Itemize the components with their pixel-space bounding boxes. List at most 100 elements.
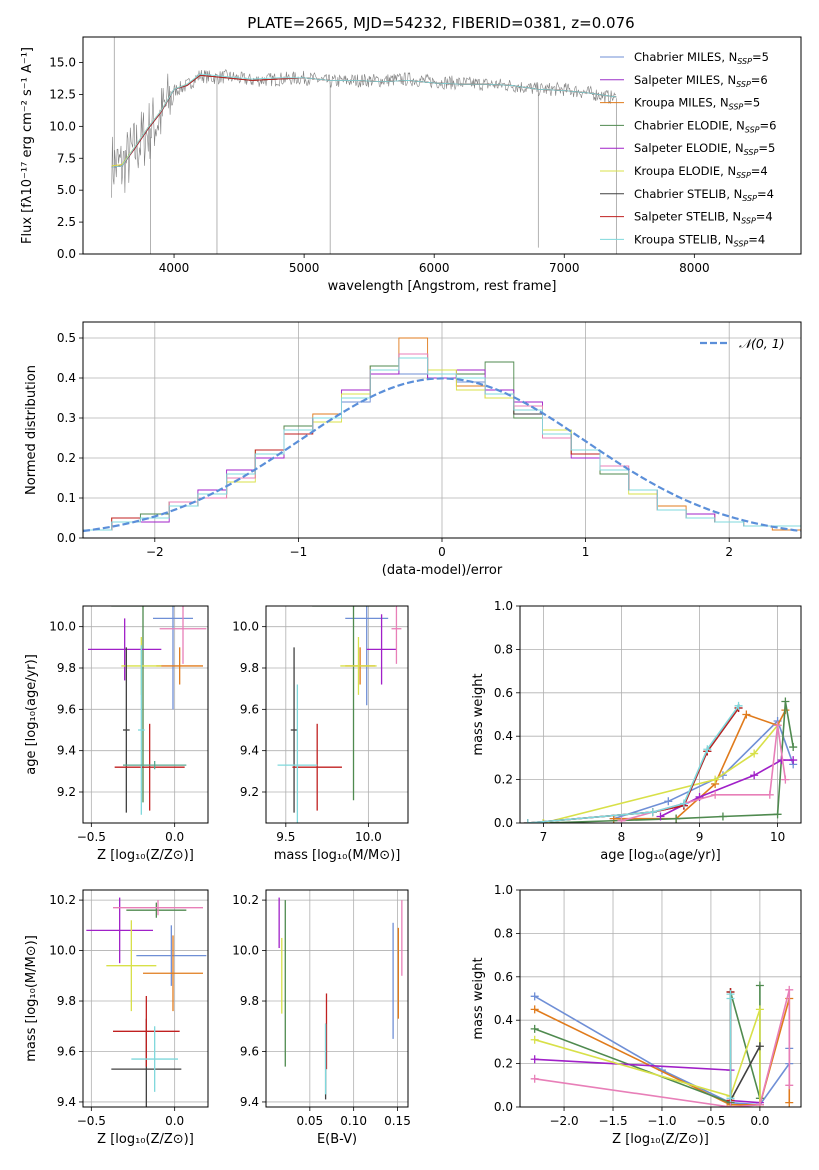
x-tick-label: 1: [582, 545, 590, 559]
x-tick-label: 2: [725, 545, 733, 559]
y-tick-label: 15.0: [49, 56, 76, 70]
mass-weight-marker: [755, 981, 764, 990]
y-tick-label: 0.1: [57, 491, 76, 505]
mass-weight-marker: [530, 1024, 539, 1033]
mass-weight-marker: [742, 710, 751, 719]
y-tick-label: 9.4: [240, 744, 259, 758]
mass-weight-line: [543, 724, 779, 823]
y-tick-label: 10.0: [49, 944, 76, 958]
mass-weight-marker: [664, 797, 673, 806]
y-tick-label: 1.0: [494, 883, 513, 897]
legend-label-sub: SSP: [734, 239, 749, 248]
mass-weight-marker: [530, 1074, 539, 1083]
mass-weight-marker: [750, 749, 759, 758]
mass-weight-marker: [755, 1100, 764, 1107]
mass-weight-marker: [726, 994, 735, 1003]
y-tick-label: 9.6: [57, 1044, 76, 1058]
axes-frame: [82, 605, 209, 824]
x-tick-label: −0.5: [77, 1114, 106, 1128]
x-tick-label: 5000: [289, 261, 320, 275]
mass-weight-line: [527, 705, 740, 823]
y-tick-label: 0.2: [494, 1057, 513, 1071]
axes-frame: [265, 605, 409, 824]
y-tick-label: 0.4: [494, 1013, 513, 1027]
x-tick-label: 0: [438, 545, 446, 559]
legend-label: Chabrier ELODIE, NSSP=6: [634, 118, 776, 134]
mass-weight-marker: [789, 756, 798, 765]
x-tick-label: 0.0: [165, 1114, 184, 1128]
plot-area: [83, 606, 208, 823]
x-axis-label: Z [log₁₀(Z/Z⊙)]: [97, 1132, 194, 1147]
model-spectrum-line: [111, 73, 617, 168]
x-tick-label: 0.0: [750, 1114, 769, 1128]
legend-label-sub: SSP: [736, 171, 751, 180]
y-tick-label: 0.0: [57, 247, 76, 261]
mass-weight-marker: [755, 1005, 764, 1014]
y-tick-label: 9.8: [240, 661, 259, 675]
y-axis-label: mass weight: [471, 673, 486, 755]
mass-weight-marker: [781, 697, 790, 706]
y-tick-label: 10.2: [232, 893, 259, 907]
x-tick-label: −2.0: [549, 1114, 578, 1128]
mass-weight-marker: [711, 775, 720, 784]
axes-frame: [82, 36, 802, 255]
x-axis-label: Z [log₁₀(Z/Z⊙)]: [612, 1132, 709, 1147]
y-tick-label: 10.0: [232, 620, 259, 634]
legend-label-sub: SSP: [737, 57, 752, 66]
mass-weight-marker: [530, 1035, 539, 1044]
x-axis-label: mass [log₁₀(M/M⊙)]: [274, 848, 401, 863]
x-tick-label: −1.5: [598, 1114, 627, 1128]
legend-label-sub: SSP: [744, 148, 759, 157]
mass-weight-marker: [648, 808, 657, 817]
legend-label-sub: SSP: [741, 217, 756, 226]
plot-area: [520, 606, 801, 823]
mass-weight-marker: [785, 1081, 794, 1090]
legend-label-sub: SSP: [742, 194, 757, 203]
plot-area: [266, 890, 408, 1107]
mass-weight-marker: [530, 1055, 539, 1064]
x-tick-label: 9.5: [276, 830, 295, 844]
legend-label-suffix: =5: [752, 50, 769, 64]
x-axis-label: wavelength [Angstrom, rest frame]: [328, 279, 557, 294]
x-axis-label: Z [log₁₀(Z/Z⊙)]: [97, 848, 194, 863]
y-axis-label: mass [log₁₀(M/M⊙)]: [24, 935, 39, 1062]
panel-age-vs-Z: −0.5 0.0 9.2 9.4 9.6 9.8 10.0 Z [log₁₀(Z/Z⊙)] ag…: [24, 605, 209, 863]
panel-age-vs-mass: 9.5 10.0 9.2 9.4 9.6 9.8 10.0 mass [log₁₀(M/M⊙)…: [232, 605, 409, 863]
y-tick-label: 0.0: [494, 1100, 513, 1114]
mass-weight-marker: [530, 992, 539, 1001]
mass-weight-marker: [785, 985, 794, 994]
y-tick-label: 0.4: [494, 729, 513, 743]
x-tick-label: −0.5: [696, 1114, 725, 1128]
y-tick-label: 9.8: [57, 994, 76, 1008]
x-tick-label: 10.0: [355, 830, 382, 844]
panel-spectrum: 4000 5000 6000 7000 8000 0.0 2.5 5.0 7.5 10.0 12.5…: [20, 36, 802, 294]
x-tick-label: 0.0: [165, 830, 184, 844]
mass-weight-line: [534, 1009, 761, 1107]
y-tick-label: 9.4: [57, 744, 76, 758]
mass-weight-marker: [523, 819, 532, 823]
mass-weight-line: [527, 707, 740, 823]
mass-weight-line: [534, 1058, 760, 1104]
y-tick-label: 10.0: [49, 119, 76, 133]
mass-weight-marker: [672, 814, 681, 823]
mass-weight-marker: [656, 812, 665, 821]
plot-area: [520, 890, 801, 1107]
panel-mass-vs-EBV: 0.05 0.10 0.15 9.4 9.6 9.8 10.0 10.2 E(B-V): [232, 889, 411, 1147]
y-tick-label: 9.4: [240, 1095, 259, 1109]
mass-weight-marker: [773, 721, 782, 730]
y-tick-label: 9.4: [57, 1095, 76, 1109]
plot-area: [266, 606, 408, 823]
mass-weight-marker: [703, 745, 712, 754]
mass-weight-marker: [755, 1042, 764, 1051]
y-tick-label: 9.2: [57, 785, 76, 799]
mass-weight-marker: [765, 790, 774, 799]
y-tick-label: 9.8: [240, 994, 259, 1008]
legend-label-suffix: =4: [748, 232, 765, 246]
y-tick-label: 0.6: [494, 686, 513, 700]
mass-weight-marker: [773, 810, 782, 819]
legend-label: Salpeter STELIB, NSSP=4: [634, 210, 773, 226]
panel-residuals: −2 −1 0 1 2 0.0 0.1 0.2 0.3 0.4 0.5 (data-model)/er…: [24, 321, 802, 578]
legend-label: 𝒩(0, 1): [739, 336, 785, 351]
y-axis-label: Flux [fλ10⁻¹⁷ erg cm⁻² s⁻¹ A⁻¹]: [20, 47, 35, 244]
panel-mass-vs-Z: −0.5 0.0 9.4 9.6 9.8 10.0 10.2 Z [log₁₀(Z/Z⊙)] m…: [24, 889, 209, 1147]
